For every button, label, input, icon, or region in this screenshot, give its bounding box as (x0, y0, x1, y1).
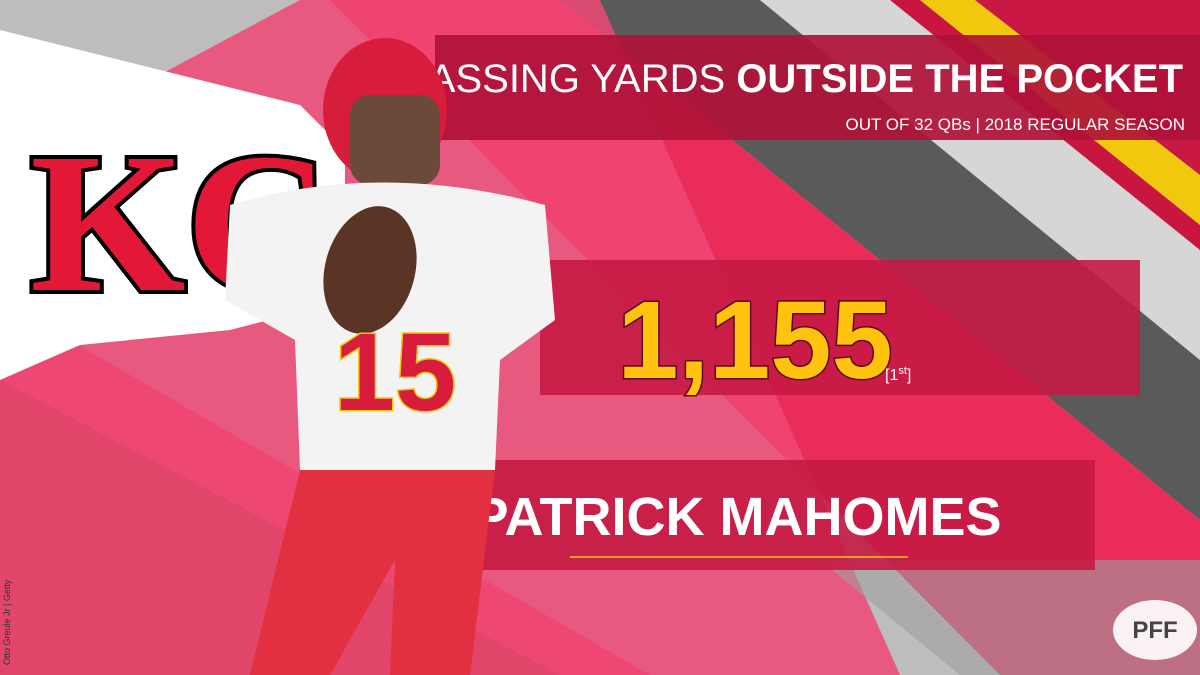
subtitle: OUT OF 32 QBs | 2018 REGULAR SEASON (846, 115, 1186, 134)
jersey (225, 182, 555, 470)
player-figure: 15 (225, 38, 555, 675)
stat-value: 1,155 (617, 279, 892, 402)
football (323, 206, 417, 334)
pants (250, 470, 495, 675)
name-banner (480, 460, 1095, 570)
player-name: PATRICK MAHOMES (473, 487, 1002, 547)
brand-badge (1113, 600, 1197, 660)
stripe (820, 560, 1200, 675)
jersey-number: 15 (334, 311, 456, 434)
brand-logo: PFF (1132, 617, 1177, 644)
stat-rank: [1st] (885, 365, 911, 384)
title-banner (435, 35, 1200, 140)
stat-banner (540, 260, 1140, 395)
face (350, 95, 440, 185)
photo-credit: Otto Greule Jr | Getty (2, 579, 12, 665)
title: PASSING YARDS OUTSIDE THE POCKET (405, 57, 1183, 101)
